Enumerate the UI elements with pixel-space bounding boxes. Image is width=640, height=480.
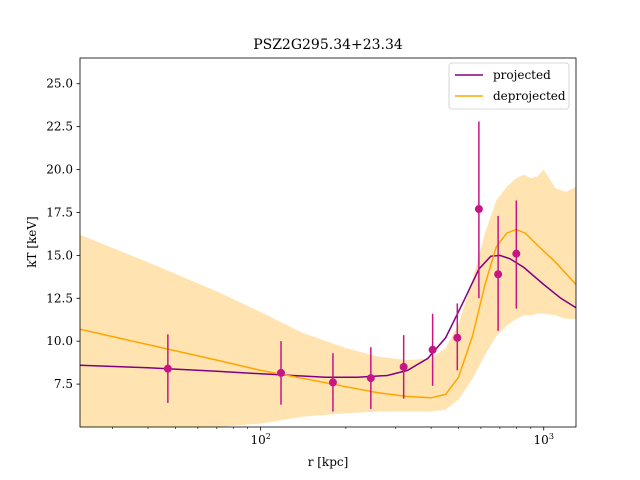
uncertainty-band — [80, 169, 576, 427]
y-tick-label: 20.0 — [46, 163, 73, 177]
y-axis-label: kT [keV] — [25, 216, 39, 268]
deprojected-line — [80, 228, 576, 399]
data-point — [512, 249, 521, 258]
data-point — [366, 374, 375, 383]
legend: projected deprojected — [448, 62, 570, 110]
projected-line — [80, 254, 576, 378]
plot-frame — [79, 57, 577, 428]
data-points — [163, 121, 521, 412]
data-point — [163, 364, 172, 373]
data-point — [494, 270, 503, 279]
data-point — [328, 378, 337, 387]
chart-title: PSZ2G295.34+23.34 — [253, 37, 403, 53]
x-tick-label: 103 — [534, 432, 554, 447]
data-point — [428, 345, 437, 354]
y-tick-label: 15.0 — [46, 248, 73, 262]
data-point — [453, 333, 462, 342]
y-tick-label: 17.5 — [46, 205, 73, 219]
y-axis: 7.5 10.0 12.5 15.0 17.5 20.0 22.5 25.0 — [46, 77, 80, 391]
x-tick-label: 102 — [250, 432, 270, 447]
data-point — [474, 205, 483, 214]
x-axis-label: r [kpc] — [308, 455, 349, 469]
y-tick-label: 22.5 — [46, 120, 73, 134]
y-tick-label: 25.0 — [46, 77, 73, 91]
plot-area — [80, 121, 576, 427]
data-point — [399, 362, 408, 371]
legend-label-deprojected: deprojected — [493, 89, 566, 103]
y-tick-label: 7.5 — [54, 377, 73, 391]
legend-label-projected: projected — [493, 68, 551, 82]
data-point — [277, 368, 286, 377]
x-axis: 102 103 — [112, 427, 554, 447]
y-tick-label: 10.0 — [46, 334, 73, 348]
y-tick-label: 12.5 — [46, 291, 73, 305]
